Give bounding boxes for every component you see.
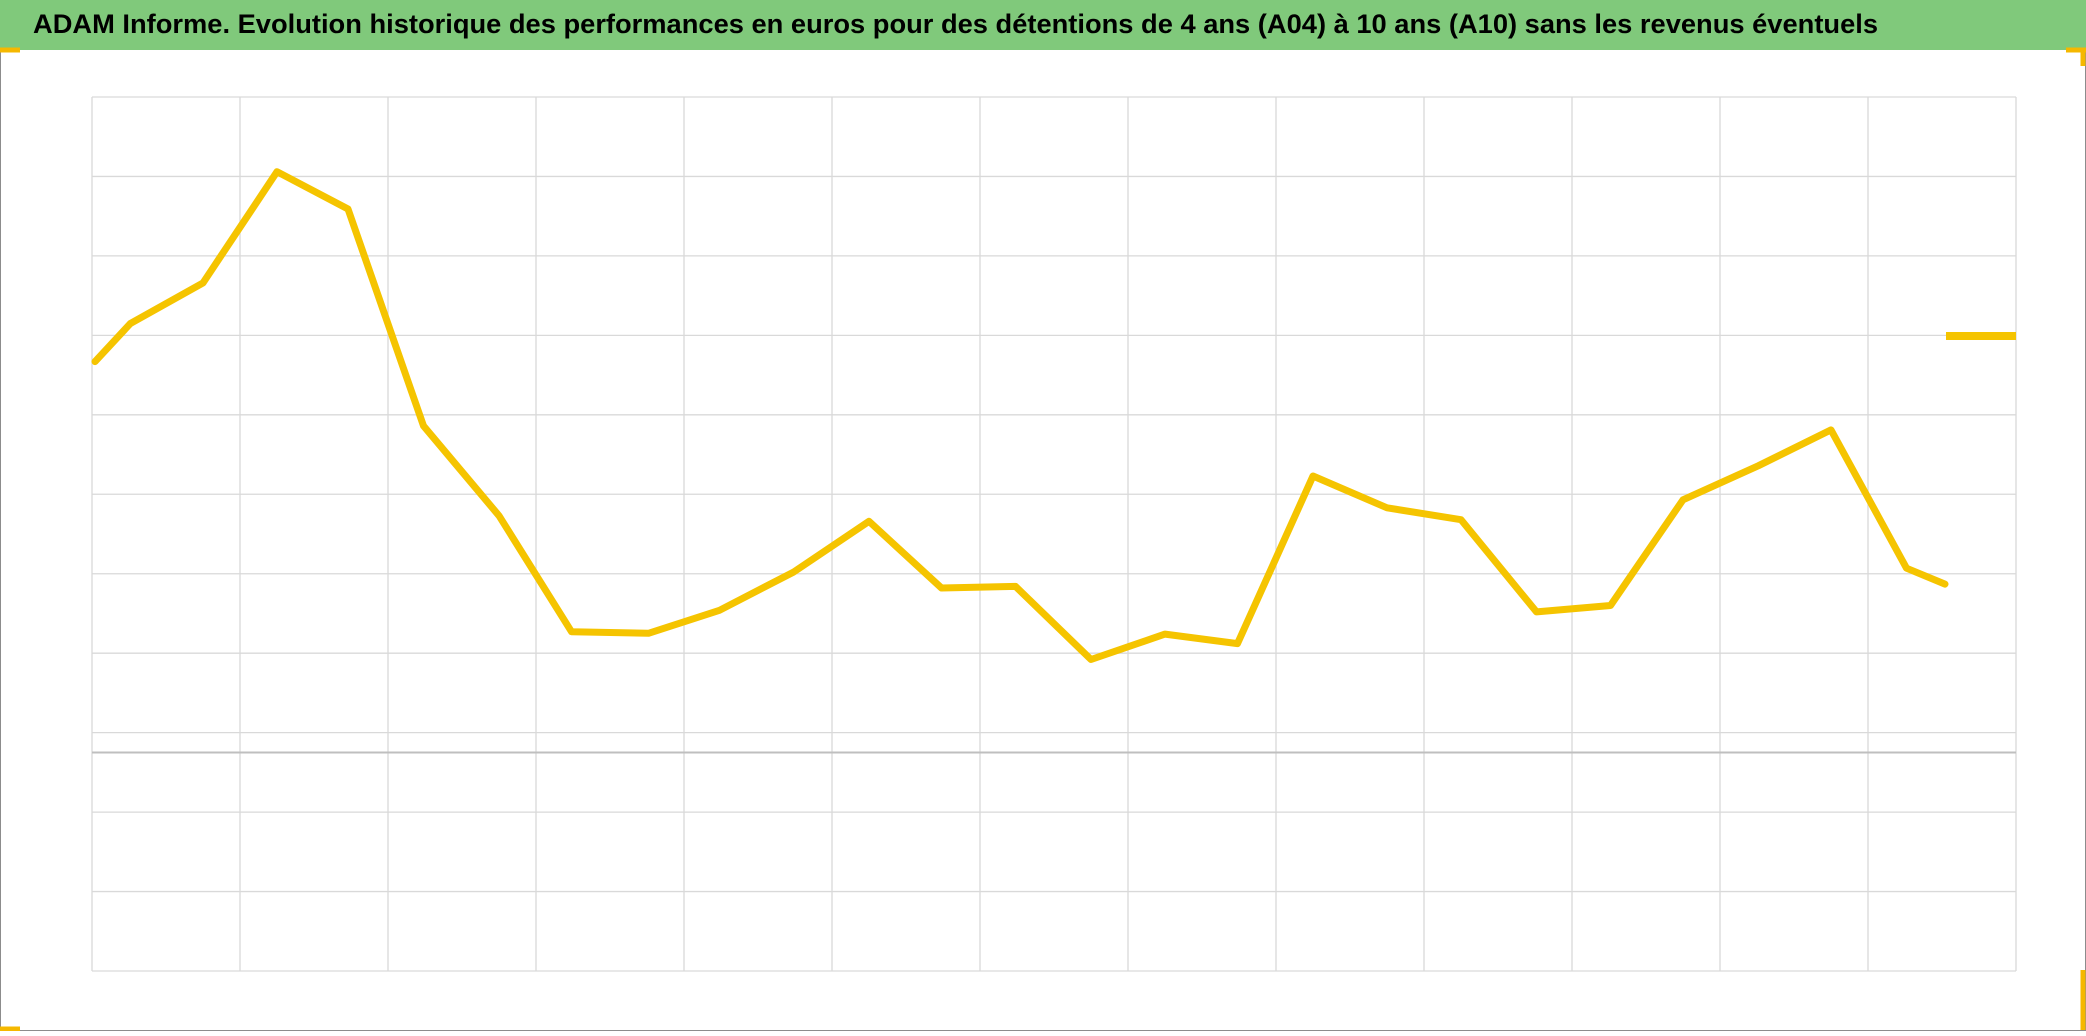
plot-area	[91, 96, 2017, 972]
corner-handle	[0, 47, 2086, 1032]
chart-title: ADAM Informe. Evolution historique des p…	[33, 9, 1878, 39]
data-line	[91, 168, 1949, 663]
title-bar	[0, 0, 2086, 50]
